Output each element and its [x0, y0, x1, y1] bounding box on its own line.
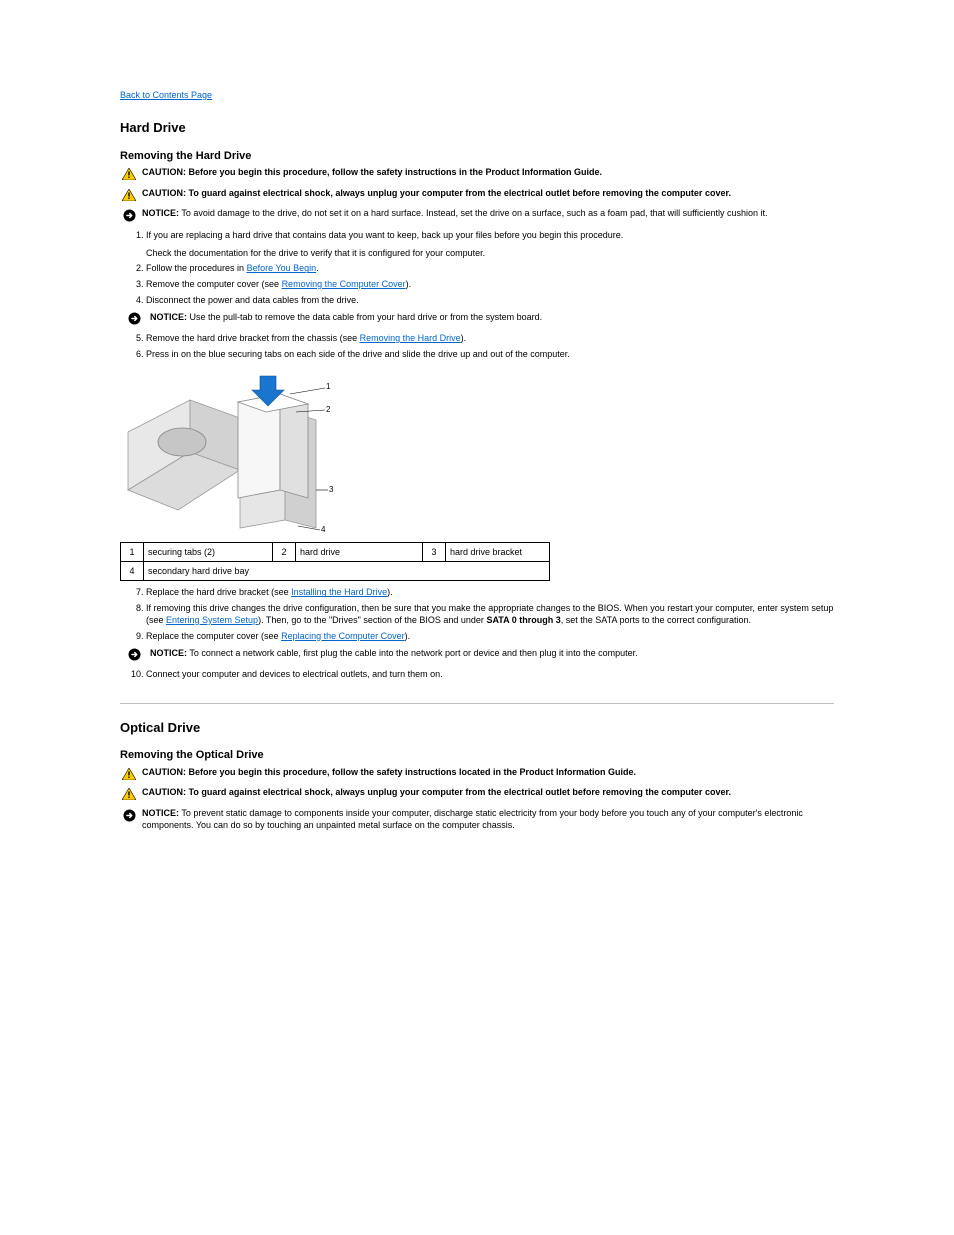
table-cell: 3 [423, 543, 446, 562]
table-cell: securing tabs (2) [144, 543, 273, 562]
list-item: Replace the computer cover (see Replacin… [146, 631, 834, 665]
step-text: ). [405, 631, 411, 641]
notice-icon [128, 312, 146, 329]
step-text: ). [387, 587, 393, 597]
caution-icon [120, 768, 138, 784]
entering-setup-link[interactable]: Entering System Setup [166, 615, 258, 625]
step-text: Replace the computer cover (see [146, 631, 281, 641]
before-you-begin-link[interactable]: Before You Begin [247, 263, 317, 273]
step-text: Remove the computer cover (see [146, 279, 282, 289]
removing-cover-link[interactable]: Removing the Computer Cover [282, 279, 406, 289]
list-item: Disconnect the power and data cables fro… [146, 295, 834, 329]
step-text: . [316, 263, 319, 273]
notice-row: NOTICE: To prevent static damage to comp… [120, 808, 834, 831]
caution-icon [120, 788, 138, 804]
list-item: Follow the procedures in Before You Begi… [146, 263, 834, 275]
section-divider [120, 703, 834, 704]
notice-row: NOTICE: Use the pull-tab to remove the d… [128, 312, 834, 329]
figure-label: 2 [326, 405, 330, 415]
step-text: Remove the hard drive bracket from the c… [146, 333, 360, 343]
notice-row: NOTICE: To avoid damage to the drive, do… [120, 208, 834, 226]
table-row: 1 securing tabs (2) 2 hard drive 3 hard … [121, 543, 550, 562]
caution-icon [120, 189, 138, 205]
installing-hdd-link[interactable]: Installing the Hard Drive [291, 587, 387, 597]
caution-text: CAUTION: To guard against electrical sho… [142, 188, 731, 200]
hdd-steps-cont: Replace the hard drive bracket (see Inst… [120, 587, 834, 680]
caution-row: CAUTION: To guard against electrical sho… [120, 188, 834, 205]
list-item: If removing this drive changes the drive… [146, 603, 834, 626]
list-item: Connect your computer and devices to ele… [146, 669, 834, 681]
back-to-contents-label: Back to Contents Page [120, 90, 212, 100]
list-item: Remove the computer cover (see Removing … [146, 279, 834, 291]
table-cell: 4 [121, 562, 144, 581]
notice-text: NOTICE: To prevent static damage to comp… [142, 808, 834, 831]
caution-text: CAUTION: Before you begin this procedure… [142, 767, 636, 779]
hdd-subsection-title: Removing the Hard Drive [120, 149, 834, 163]
caution-icon [120, 168, 138, 184]
back-to-contents-link[interactable]: Back to Contents Page [120, 90, 834, 102]
step-text: Check the documentation for the drive to… [146, 248, 485, 258]
figure-label: 1 [326, 382, 330, 392]
step-text-bold: SATA 0 through 3 [486, 615, 560, 625]
step-text: If you are replacing a hard drive that c… [146, 230, 623, 240]
step-text: Connect your computer and devices to ele… [146, 669, 443, 679]
notice-text: NOTICE: To connect a network cable, firs… [150, 648, 638, 660]
table-cell: hard drive bracket [446, 543, 550, 562]
list-item: Remove the hard drive bracket from the c… [146, 333, 834, 345]
table-cell: secondary hard drive bay [144, 562, 550, 581]
hdd-steps: If you are replacing a hard drive that c… [120, 230, 834, 361]
hdd-figure: 1 2 3 4 1 securing tabs (2) 2 hard drive… [120, 370, 834, 581]
notice-text: NOTICE: Use the pull-tab to remove the d… [150, 312, 542, 324]
caution-text: CAUTION: Before you begin this procedure… [142, 167, 602, 179]
caution-row: CAUTION: To guard against electrical sho… [120, 787, 834, 804]
hdd-section-title: Hard Drive [120, 120, 834, 137]
table-row: 4 secondary hard drive bay [121, 562, 550, 581]
notice-icon [120, 809, 138, 826]
step-text: ). Then, go to the "Drives" section of t… [258, 615, 486, 625]
step-text: ). [461, 333, 467, 343]
caution-row: CAUTION: Before you begin this procedure… [120, 167, 834, 184]
list-item: Replace the hard drive bracket (see Inst… [146, 587, 834, 599]
removing-hdd-link[interactable]: Removing the Hard Drive [360, 333, 461, 343]
step-text: Replace the hard drive bracket (see [146, 587, 291, 597]
list-item: Press in on the blue securing tabs on ea… [146, 349, 834, 361]
figure-label: 4 [321, 525, 325, 535]
figure-label: 3 [329, 485, 333, 495]
figure-legend-table: 1 securing tabs (2) 2 hard drive 3 hard … [120, 542, 550, 581]
step-text: ). [406, 279, 412, 289]
opt-section-title: Optical Drive [120, 720, 834, 737]
table-cell: 1 [121, 543, 144, 562]
table-cell: 2 [273, 543, 296, 562]
caution-row: CAUTION: Before you begin this procedure… [120, 767, 834, 784]
list-item: If you are replacing a hard drive that c… [146, 230, 834, 259]
hdd-diagram: 1 2 3 4 [120, 370, 340, 540]
replacing-cover-link[interactable]: Replacing the Computer Cover [281, 631, 405, 641]
step-text: Press in on the blue securing tabs on ea… [146, 349, 570, 359]
table-cell: hard drive [296, 543, 423, 562]
notice-text: NOTICE: To avoid damage to the drive, do… [142, 208, 768, 220]
step-text: Follow the procedures in [146, 263, 247, 273]
notice-row: NOTICE: To connect a network cable, firs… [128, 648, 834, 665]
notice-icon [128, 648, 146, 665]
step-text: Disconnect the power and data cables fro… [146, 295, 359, 305]
notice-icon [120, 209, 138, 226]
step-text: , set the SATA ports to the correct conf… [561, 615, 751, 625]
opt-subsection-title: Removing the Optical Drive [120, 748, 834, 762]
caution-text: CAUTION: To guard against electrical sho… [142, 787, 731, 799]
